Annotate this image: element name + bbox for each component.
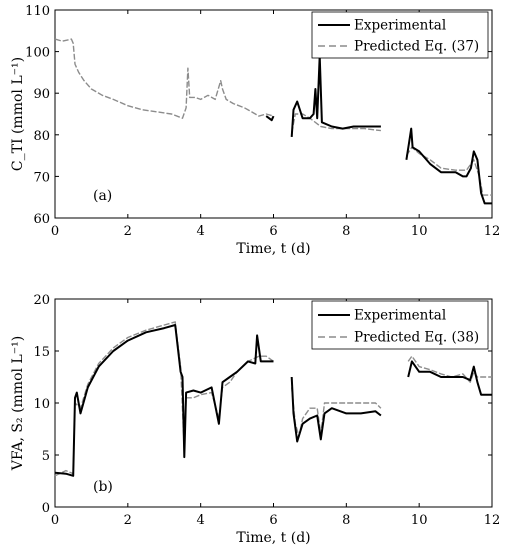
panel-b-xtick: 4 [197,513,205,528]
panel-b-y-axis-label: VFA, S₂ (mmol L⁻¹) [10,336,26,471]
panel-b-y-ticks: 20 15 10 5 0 [33,293,50,516]
panel-a-xtick: 0 [51,224,59,239]
panel-b-predicted-series-segment [407,355,492,383]
panel-a-experimental-series-segment [405,127,492,205]
panel-b-ytick: 15 [33,345,50,360]
panel-b-xtick: 6 [269,513,277,528]
panel-b-ytick: 20 [33,293,50,308]
panel-b-ytick: 0 [42,501,50,516]
panel-b-legend-predicted: Predicted Eq. (38) [354,330,479,346]
panel-a-ytick: 80 [33,129,50,144]
panel-a-x-ticks: 0 2 4 6 8 10 12 [51,224,500,239]
panel-b-xtick: 10 [411,513,428,528]
panel-b-experimental-series-segment [407,360,492,396]
panel-a-ytick: 100 [25,46,50,61]
panel-b-series [54,298,493,508]
panel-a-experimental-series-segment [290,54,381,137]
panel-a-y-ticks: 110 100 90 80 70 60 [25,4,50,227]
panel-a-legend-box [311,11,489,59]
panel-b-xtick: 2 [124,513,132,528]
panel-a-legend-experimental: Experimental [354,18,446,34]
panel-b-label: (b) [93,479,113,495]
panel-a-x-axis-label: Time, t (d) [236,241,310,257]
panel-a-legend-predicted: Predicted Eq. (37) [354,39,479,55]
panel-b-x-ticks: 0 2 4 6 8 10 12 [51,513,500,528]
panel-b: 20 15 10 5 0 0 2 4 6 8 10 12 Time, t (d)… [10,293,500,546]
panel-a-xtick: 6 [269,224,277,239]
panel-b-legend: Experimental Predicted Eq. (38) [311,300,489,350]
panel-b-x-axis-label: Time, t (d) [236,530,310,546]
panel-a-label: (a) [93,188,112,204]
panel-b-ytick: 5 [42,449,50,464]
panel-b-xtick: 8 [342,513,350,528]
panel-a-ytick: 70 [33,170,50,185]
panel-b-legend-experimental: Experimental [354,308,446,324]
panel-a-series [54,9,493,219]
panel-b-xtick: 12 [484,513,501,528]
panel-a-xtick: 12 [484,224,501,239]
panel-b-ytick: 10 [33,397,50,412]
panel-b-legend-box [311,300,489,350]
panel-b-experimental-series-segment [54,324,274,477]
panel-a-predicted-series-segment [54,38,274,119]
panel-a-xtick: 2 [124,224,132,239]
panel-a-legend: Experimental Predicted Eq. (37) [311,11,489,59]
panel-b-experimental-series-segment [290,376,382,443]
panel-b-xtick: 0 [51,513,59,528]
panel-a-xtick: 8 [342,224,350,239]
panel-a-xtick: 4 [197,224,205,239]
panel-a-ytick: 110 [25,4,50,19]
panel-a-predicted-series-segment [291,113,381,133]
panel-a: 110 100 90 80 70 60 0 2 4 6 8 10 12 Time… [10,4,500,257]
panel-a-experimental-series-segment [265,115,275,122]
panel-a-ytick: 90 [33,87,50,102]
panel-a-y-axis-label: C_TI (mmol L⁻¹) [10,57,26,171]
panel-a-ytick: 60 [33,212,50,227]
panel-a-xtick: 10 [411,224,428,239]
